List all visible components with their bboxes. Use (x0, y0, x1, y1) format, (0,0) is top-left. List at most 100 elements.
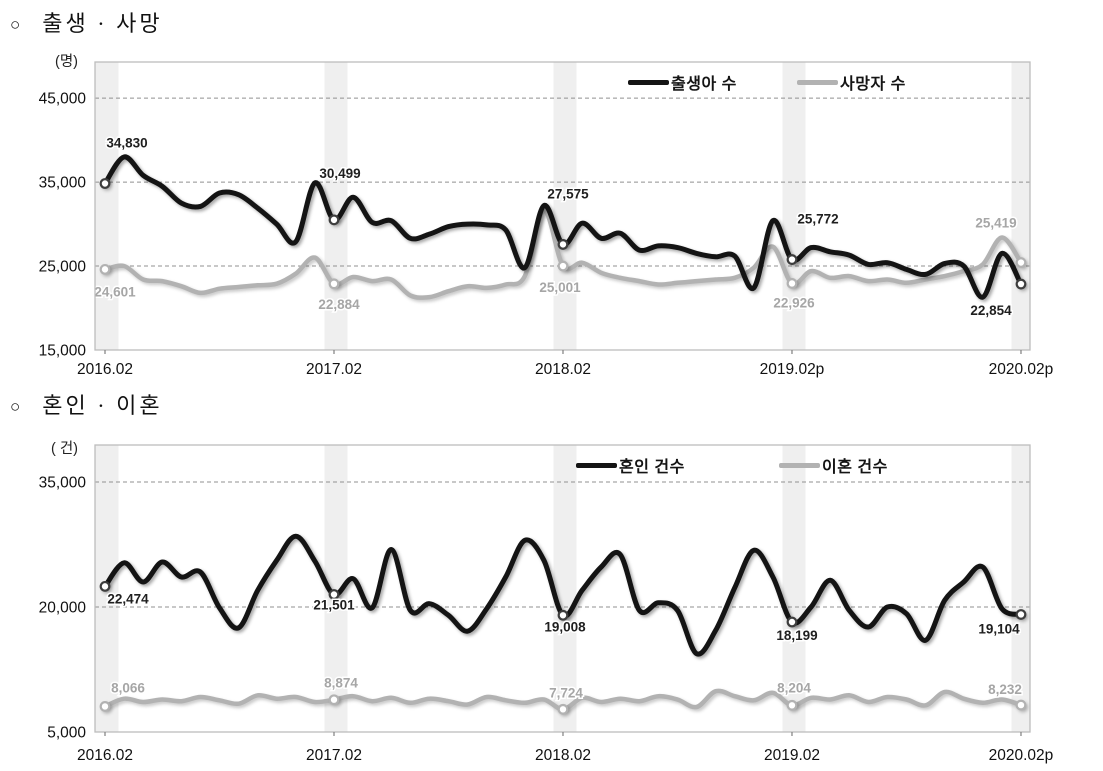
marriages-value-label: 19,008 (544, 619, 586, 634)
births-marker (99, 178, 111, 189)
deaths-legend-label: 사망자 수 (840, 76, 906, 93)
y-tick-label: 5,000 (47, 725, 86, 742)
marriages-value-label: 22,474 (107, 591, 149, 606)
x-tick-label: 2019.02 (764, 747, 820, 764)
chart2-title: ○ 혼인 · 이혼 (10, 388, 163, 420)
marriages-marker (99, 580, 111, 592)
births-markers (99, 178, 1027, 290)
divorces-marker (99, 701, 111, 712)
marriages-line-swatch (576, 462, 617, 468)
legend-item-deaths: 사망자 수 (797, 70, 906, 94)
y-tick-label: 35,000 (39, 175, 87, 192)
births-marker (786, 254, 798, 265)
divorces-value-label: 8,232 (988, 682, 1022, 697)
chart2-unit-label: ( 건) (50, 441, 78, 457)
marriages-value-label: 21,501 (313, 597, 355, 612)
marriages-value-labels: 22,474 21,501 19,008 18,199 19,104 (106, 590, 1022, 645)
divorces-value-labels: 8,066 8,874 7,724 8,204 8,232 (110, 674, 1024, 702)
births-line-swatch (628, 79, 669, 85)
y-tick-label: 25,000 (39, 259, 87, 276)
deaths-value-label: 22,884 (318, 297, 360, 312)
chart2-title-bullet: ○ (10, 397, 21, 416)
births-legend-label: 출생아 수 (671, 76, 737, 93)
marriages-legend-label: 혼인 건수 (619, 459, 685, 476)
band (1011, 62, 1030, 350)
x-tick-label: 2020.02p (989, 747, 1054, 764)
marriages-marker (328, 589, 340, 600)
x-tick-label: 2018.02 (535, 361, 591, 378)
births-value-label: 30,499 (319, 166, 360, 181)
x-tick-label: 2019.02p (760, 361, 825, 378)
x-tick-label: 2017.02 (306, 361, 362, 378)
x-tick-label: 2016.02 (77, 361, 133, 378)
marriages-marker (786, 616, 798, 628)
band (553, 445, 577, 732)
divorces-value-label: 8,204 (777, 680, 811, 695)
births-value-label: 22,854 (970, 303, 1012, 318)
band (95, 62, 119, 350)
x-tick-label: 2020.02p (989, 361, 1054, 378)
divorces-marker (786, 699, 798, 711)
deaths-marker (99, 263, 111, 275)
marriages-marker (557, 609, 569, 621)
band (782, 445, 806, 732)
legend-item-births: 출생아 수 (628, 70, 737, 94)
chart1-title: ○ 출생 · 사망 (10, 6, 163, 38)
births-value-label: 25,772 (797, 212, 838, 227)
divorces-value-label: 7,724 (549, 685, 583, 700)
births-marker (557, 239, 569, 250)
band (1011, 445, 1030, 732)
february-highlight-bands (95, 445, 1030, 732)
chart1-title-bullet: ○ (10, 15, 21, 34)
x-axis: 2016.02 2017.02 2018.02 2019.02p 2020.02p (77, 350, 1053, 378)
band (553, 62, 577, 350)
y-axis: 15,000 25,000 35,000 45,000 (39, 91, 87, 360)
x-tick-label: 2016.02 (77, 747, 133, 764)
band (324, 445, 348, 732)
chart1-title-text: 출생 · 사망 (42, 11, 163, 36)
deaths-marker (1015, 257, 1027, 268)
deaths-marker (328, 278, 340, 290)
deaths-value-label: 25,419 (975, 216, 1016, 231)
marriages-value-label: 19,104 (978, 621, 1020, 636)
divorces-line-swatch (779, 462, 820, 468)
divorces-marker (557, 703, 569, 715)
marriage-divorce-chart: 22,474 21,501 19,008 18,199 19,104 8,066 8,874… (39, 444, 1053, 764)
x-tick-label: 2018.02 (535, 747, 591, 764)
deaths-marker (786, 278, 798, 289)
births-value-labels: 34,830 30,499 27,575 25,772 22,854 (105, 134, 1014, 320)
births-marker (328, 214, 340, 226)
divorces-value-label: 8,066 (111, 680, 145, 695)
y-axis: 5,000 20,000 35,000 (39, 475, 87, 742)
y-tick-label: 20,000 (39, 600, 87, 617)
birth-death-chart: 34,830 30,499 27,575 25,772 22,854 24,601 22,8… (39, 61, 1053, 378)
chart1-unit-label: (명) (55, 54, 78, 70)
divorces-marker (328, 694, 340, 706)
chart2-title-text: 혼인 · 이혼 (42, 393, 163, 418)
february-highlight-bands (95, 62, 1030, 350)
births-value-label: 34,830 (106, 135, 147, 150)
y-tick-label: 45,000 (39, 91, 87, 108)
deaths-value-label: 22,926 (773, 295, 815, 310)
deaths-value-labels: 24,601 22,884 25,001 22,926 25,419 (93, 214, 1018, 313)
marriages-value-label: 18,199 (776, 628, 817, 643)
marriages-markers (99, 580, 1027, 628)
marriages-marker (1015, 609, 1027, 620)
divorces-legend-label: 이혼 건수 (822, 459, 888, 476)
x-tick-label: 2017.02 (306, 747, 362, 764)
deaths-markers (99, 257, 1027, 290)
births-marker (1015, 278, 1027, 290)
legend-item-marriages: 혼인 건수 (576, 453, 685, 477)
divorces-markers (99, 694, 1027, 715)
y-tick-label: 35,000 (39, 475, 87, 492)
x-axis: 2016.02 2017.02 2018.02 2019.02 2020.02p (77, 732, 1053, 764)
divorces-value-label: 8,874 (324, 676, 358, 691)
deaths-value-label: 24,601 (94, 284, 136, 299)
legend-item-divorces: 이혼 건수 (779, 453, 888, 477)
divorces-marker (1015, 699, 1027, 711)
deaths-value-label: 25,001 (539, 280, 581, 295)
deaths-marker (557, 260, 569, 272)
deaths-line-swatch (797, 79, 838, 85)
births-value-label: 27,575 (547, 186, 589, 201)
